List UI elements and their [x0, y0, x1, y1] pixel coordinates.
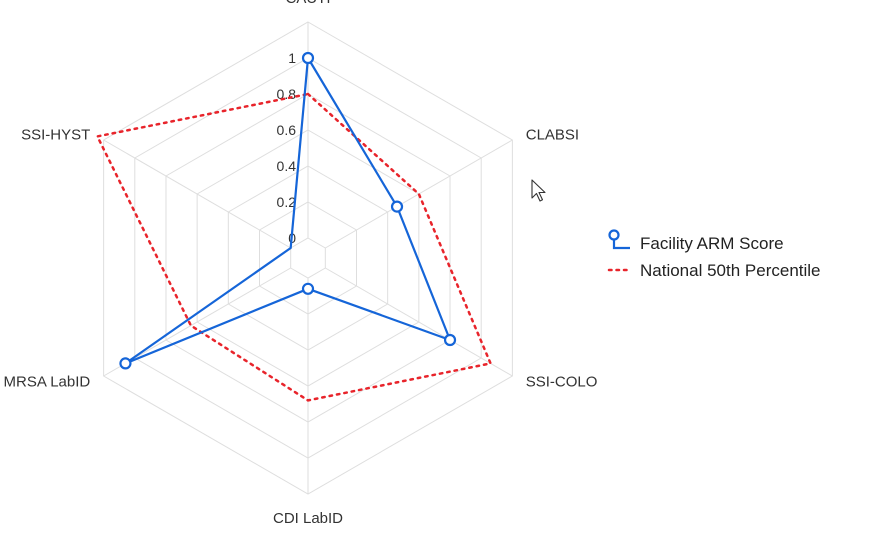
mouse-pointer-icon	[531, 179, 546, 202]
tick-label: 0.4	[277, 158, 297, 174]
category-label: CDI LabID	[273, 510, 343, 527]
category-label: SSI-HYST	[21, 127, 90, 144]
data-point-facility[interactable]	[301, 51, 315, 65]
data-point-facility[interactable]	[390, 200, 404, 213]
grid-spoke	[103, 139, 291, 249]
category-label: MRSA LabID	[4, 373, 91, 390]
series-line-national[interactable]	[95, 92, 493, 402]
data-point-facility[interactable]	[301, 282, 315, 295]
legend-item-national[interactable]: National 50th Percentile	[607, 261, 821, 280]
legend-item-facility[interactable]: Facility ARM Score	[608, 229, 784, 254]
legend-label-national: National 50th Percentile	[640, 261, 821, 280]
tick-label: 0.2	[277, 194, 297, 210]
category-label: CLABSI	[526, 127, 579, 144]
data-point-facility[interactable]	[443, 333, 457, 347]
category-label: CAUTI	[286, 0, 331, 7]
data-point-facility[interactable]	[119, 357, 132, 370]
category-label: SSI-COLO	[526, 373, 598, 390]
legend-label-facility: Facility ARM Score	[640, 234, 784, 253]
legend: Facility ARM Score National 50th Percent…	[607, 229, 821, 280]
tick-label: 0.8	[277, 86, 297, 102]
category-labels: CAUTI CLABSI SSI-COLO CDI LabID MRSA LabID SS…	[4, 0, 598, 527]
legend-line-facility	[612, 239, 630, 250]
tick-label: 1	[288, 50, 296, 66]
grid-spoke	[325, 267, 513, 377]
radar-grid	[103, 21, 513, 495]
legend-marker-facility	[608, 229, 620, 241]
tick-label: 0.6	[277, 122, 297, 138]
series-layer	[95, 51, 493, 402]
